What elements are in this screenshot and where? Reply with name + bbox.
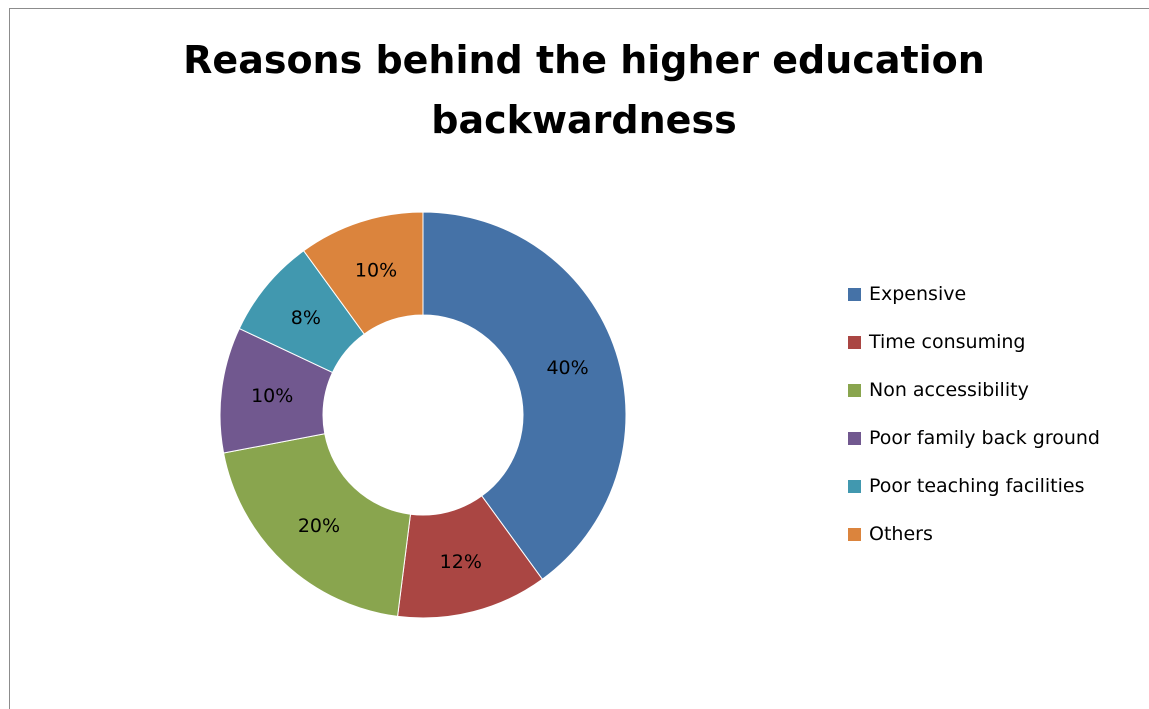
donut-chart: 40% 12% 20% 10% 8% 10% [219, 211, 627, 619]
legend-item-poor-teaching-facilities: Poor teaching facilities [848, 462, 1100, 510]
legend-label-poor-teaching-facilities: Poor teaching facilities [869, 475, 1085, 497]
legend-item-poor-family-back-ground: Poor family back ground [848, 414, 1100, 462]
legend-label-time-consuming: Time consuming [869, 331, 1026, 353]
slice-expensive [422, 211, 627, 580]
data-label-poor-teaching-facilities: 8% [291, 307, 321, 329]
chart-legend: Expensive Time consuming Non accessibility… [848, 270, 1100, 558]
data-label-expensive: 40% [546, 357, 588, 379]
legend-label-non-accessibility: Non accessibility [869, 379, 1029, 401]
legend-swatch-poor-teaching-facilities [848, 479, 861, 493]
legend-swatch-others [848, 527, 861, 541]
chart-title-line-2: backwardness [431, 98, 737, 142]
slice-non-accessibility [223, 433, 412, 617]
chart-title: Reasons behind the higher education back… [0, 30, 1149, 150]
data-label-others: 10% [355, 259, 397, 281]
data-label-time-consuming: 12% [440, 551, 482, 573]
legend-swatch-expensive [848, 287, 861, 301]
chart-frame [9, 8, 1149, 709]
slice-others [302, 211, 424, 335]
data-label-poor-family-back-ground: 10% [251, 385, 293, 407]
legend-swatch-time-consuming [848, 335, 861, 349]
legend-item-non-accessibility: Non accessibility [848, 366, 1100, 414]
legend-swatch-non-accessibility [848, 383, 861, 397]
data-label-non-accessibility: 20% [298, 515, 340, 537]
legend-item-others: Others [848, 510, 1100, 558]
legend-item-time-consuming: Time consuming [848, 318, 1100, 366]
legend-swatch-poor-family-back-ground [848, 431, 861, 445]
legend-item-expensive: Expensive [848, 270, 1100, 318]
legend-label-expensive: Expensive [869, 283, 967, 305]
legend-label-others: Others [869, 523, 933, 545]
chart-title-line-1: Reasons behind the higher education [183, 38, 985, 82]
legend-label-poor-family-back-ground: Poor family back ground [869, 427, 1100, 449]
